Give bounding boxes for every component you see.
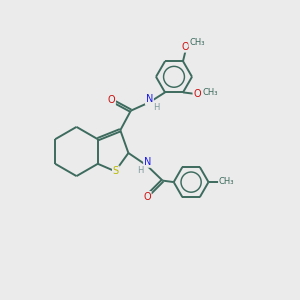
Text: CH₃: CH₃ [202, 88, 218, 97]
Text: S: S [113, 166, 119, 176]
Text: O: O [107, 95, 115, 105]
Text: O: O [143, 192, 151, 202]
Text: O: O [193, 89, 201, 99]
Text: N: N [146, 94, 153, 104]
Text: N: N [144, 157, 151, 167]
Text: CH₃: CH₃ [189, 38, 205, 47]
Text: H: H [137, 167, 144, 176]
Text: H: H [153, 103, 159, 112]
Text: CH₃: CH₃ [219, 177, 234, 186]
Text: O: O [182, 42, 189, 52]
